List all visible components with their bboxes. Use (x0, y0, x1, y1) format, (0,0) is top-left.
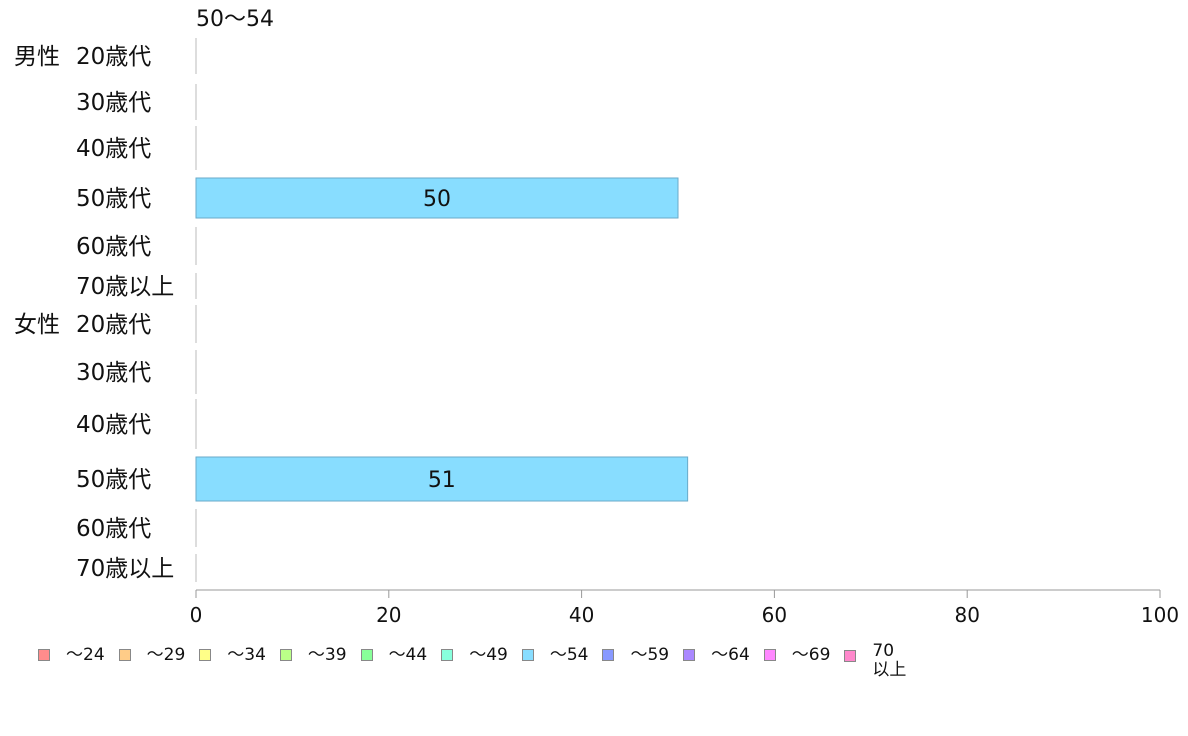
legend-label: 〜59 (630, 644, 670, 665)
legend-label: 〜44 (388, 644, 428, 665)
x-tick-label: 80 (954, 603, 979, 627)
bar (195, 456, 689, 502)
category-label: 50歳代 (76, 186, 151, 212)
legend-swatch (118, 649, 131, 661)
legend-item: 〜39 (279, 642, 347, 668)
legend-swatch (521, 649, 534, 661)
legend-swatch (279, 649, 292, 661)
legend-item: 〜24 (38, 642, 105, 668)
data-label: 50 (423, 187, 451, 212)
legend-item: 〜44 (360, 642, 428, 668)
legend-label: 〜69 (791, 644, 831, 665)
legend-item: 〜59 (602, 642, 669, 668)
legend-label: 〜34 (227, 644, 266, 665)
x-tick-label: 0 (190, 603, 203, 627)
category-label: 30歳代 (76, 90, 151, 116)
x-tick-label: 60 (762, 603, 787, 627)
legend-item: 〜49 (441, 642, 508, 668)
x-tick-label: 40 (569, 603, 594, 627)
legend-swatch (683, 649, 696, 661)
legend-swatch (199, 649, 212, 661)
category-label: 60歳代 (76, 234, 151, 260)
legend-swatch (38, 649, 50, 661)
legend-label: 〜64 (711, 644, 750, 665)
legend-item: 〜64 (683, 642, 750, 668)
category-label: 70歳以上 (76, 274, 174, 300)
x-tick-label: 100 (1141, 603, 1179, 627)
legend-item: 〜54 (521, 642, 589, 668)
category-label: 70歳以上 (76, 556, 174, 582)
category-label: 60歳代 (76, 516, 151, 542)
data-label: 51 (428, 468, 456, 493)
group-label: 男性 (14, 44, 60, 70)
legend-label: 〜39 (307, 644, 347, 665)
legend-label: 〜24 (66, 644, 105, 665)
bar (195, 177, 679, 219)
category-label: 40歳代 (76, 136, 151, 162)
category-label: 50歳代 (76, 467, 151, 493)
chart-legend: 〜24 〜29 〜34 〜39 〜44 〜49 〜54 〜59 〜64 〜69 70 以上 (38, 642, 920, 686)
legend-label: 70 以上 (872, 641, 907, 680)
legend-item: 〜29 (118, 642, 186, 668)
legend-item: 70 以上 (844, 642, 906, 680)
legend-label: 〜49 (469, 644, 508, 665)
chart-title: 50〜54 (196, 7, 274, 32)
legend-swatch (602, 649, 615, 661)
legend-swatch (441, 649, 454, 661)
legend-label: 〜54 (549, 644, 589, 665)
legend-item: 〜69 (763, 642, 831, 668)
category-label: 30歳代 (76, 360, 151, 386)
legend-label: 〜29 (146, 644, 186, 665)
legend-swatch (360, 649, 373, 661)
category-label: 20歳代 (76, 312, 151, 338)
group-label: 女性 (14, 312, 60, 338)
category-label: 40歳代 (76, 412, 151, 438)
legend-swatch (763, 649, 776, 661)
legend-item: 〜34 (199, 642, 266, 668)
legend-swatch (844, 650, 857, 662)
category-label: 20歳代 (76, 44, 151, 70)
x-tick-label: 20 (376, 603, 401, 627)
